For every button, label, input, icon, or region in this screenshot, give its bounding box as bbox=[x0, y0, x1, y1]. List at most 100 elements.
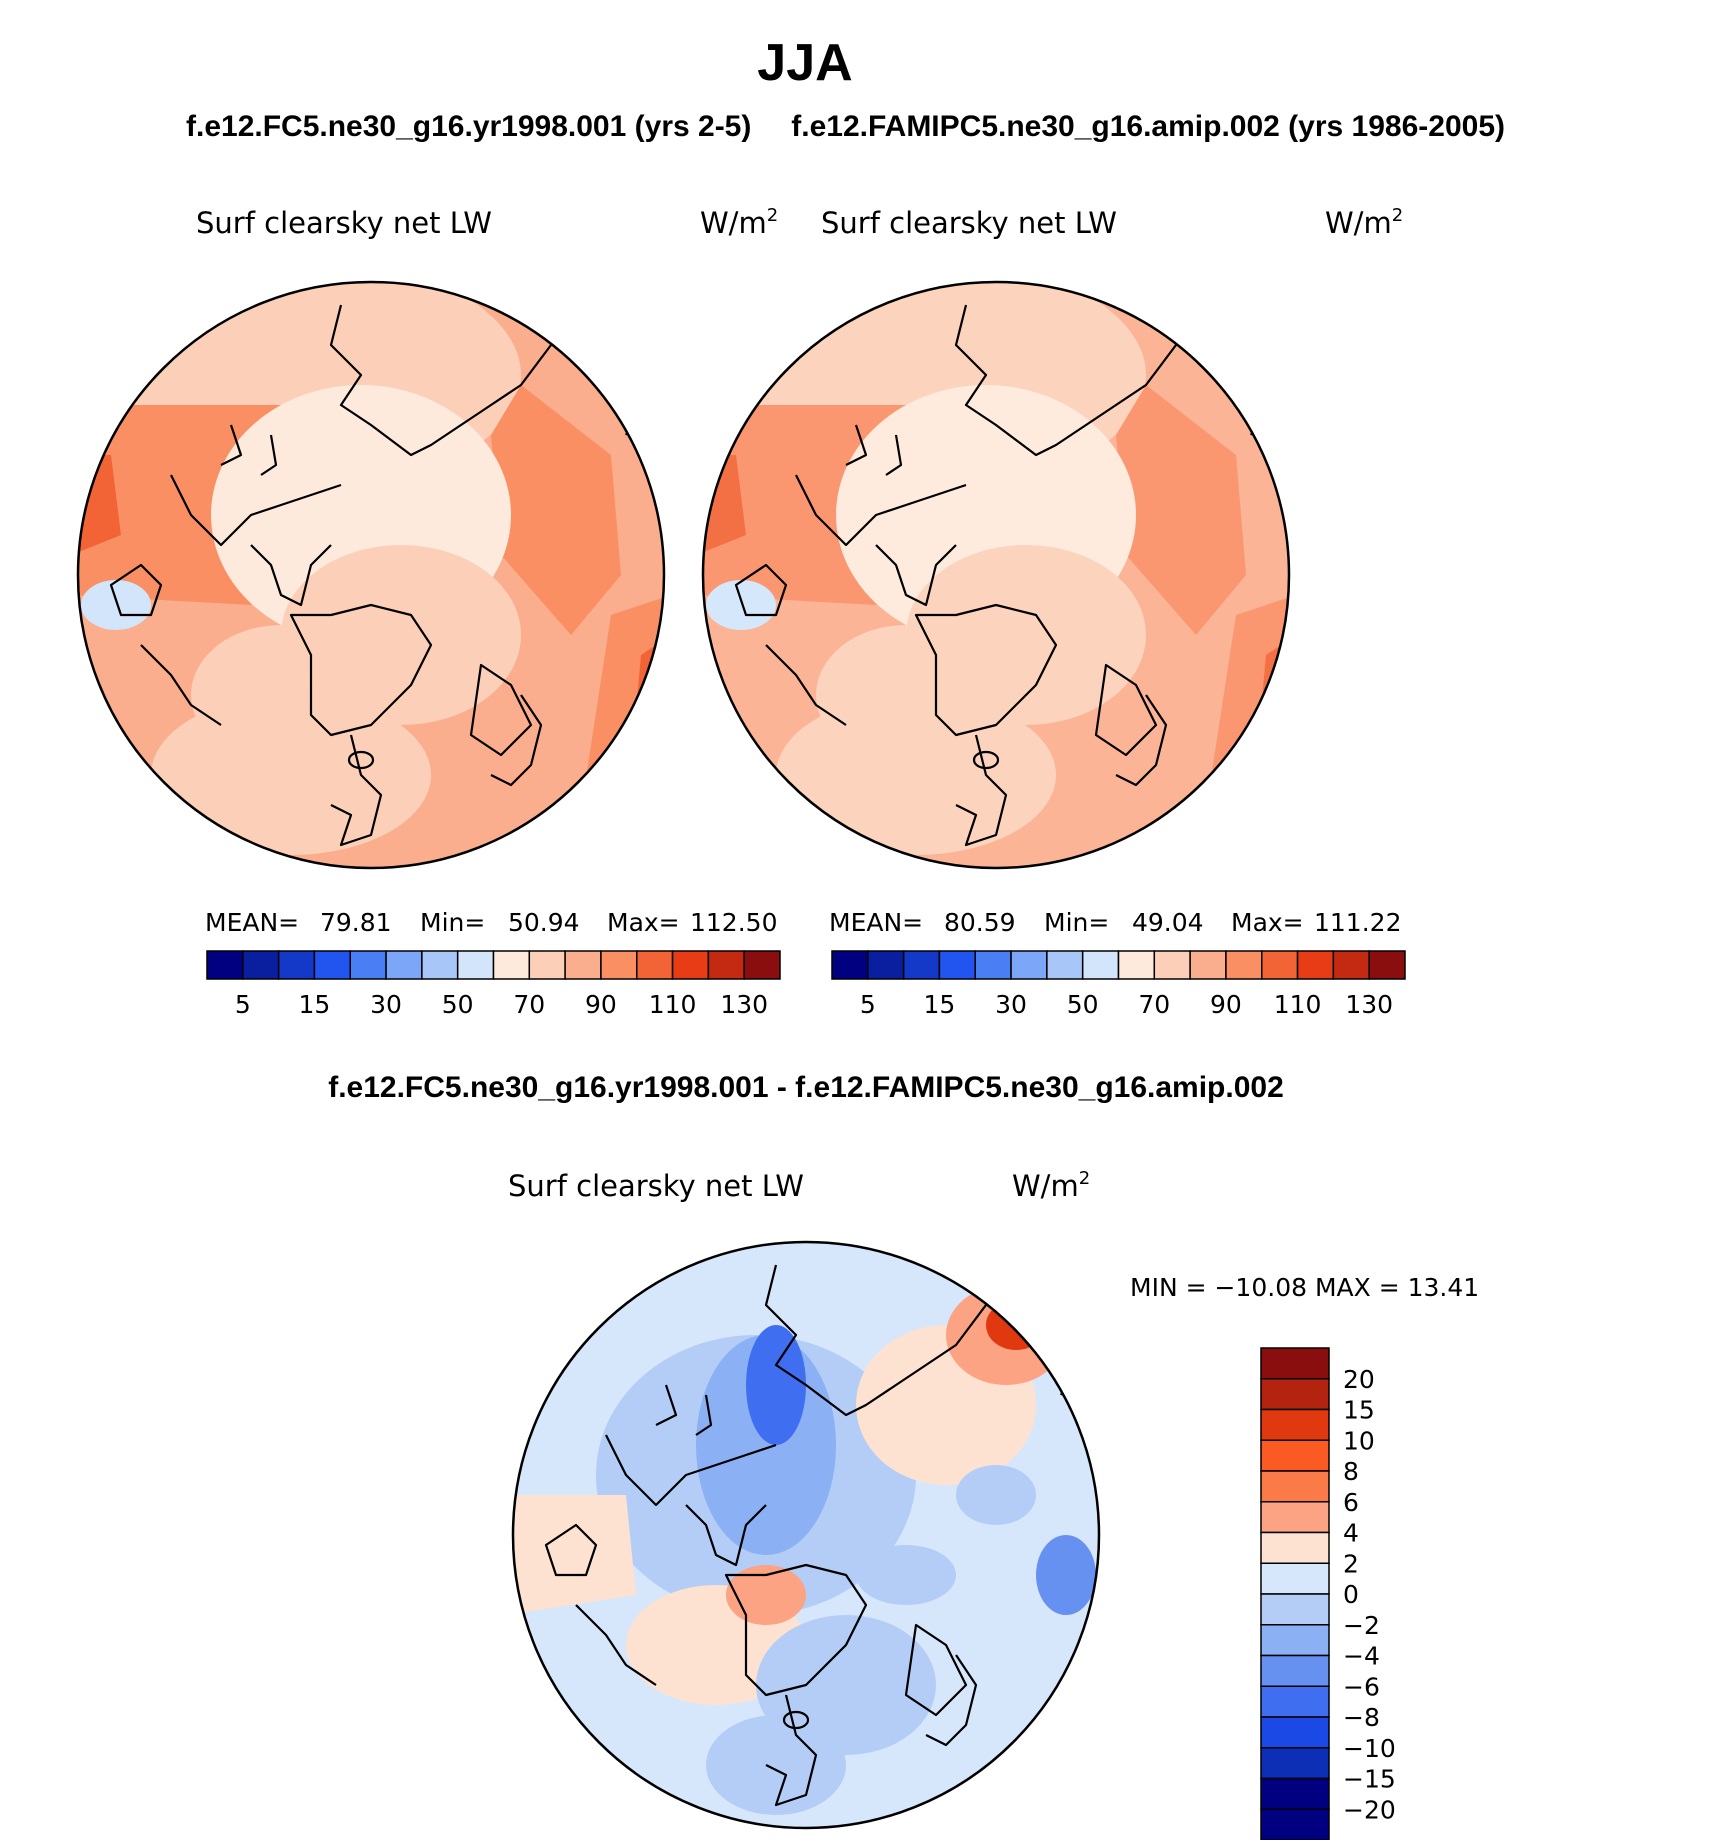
colorbar-diff-swatch bbox=[1260, 1685, 1330, 1718]
colorbar-left-swatch bbox=[743, 950, 781, 980]
colorbar-right-swatch bbox=[974, 950, 1012, 980]
colorbar-diff-swatch bbox=[1260, 1470, 1330, 1503]
colorbar-left-tick-label: 50 bbox=[442, 990, 474, 1019]
variable-label-right: Surf clearsky net LW bbox=[821, 206, 1117, 240]
colorbar-diff-swatch bbox=[1260, 1593, 1330, 1626]
colorbar-right-tick-label: 110 bbox=[1274, 990, 1322, 1019]
mean-label-right: MEAN= bbox=[829, 908, 923, 937]
colorbar-left: 5 15 30 50 70 90 110 130 bbox=[206, 950, 781, 1019]
colorbar-diff-swatch bbox=[1260, 1624, 1330, 1657]
colorbar-left-swatch bbox=[528, 950, 566, 980]
colorbar-diff-swatch bbox=[1260, 1347, 1330, 1380]
mean-label-left: MEAN= bbox=[205, 908, 299, 937]
colorbar-diff-tick-label: −2 bbox=[1343, 1611, 1380, 1640]
min-label-left: Min= bbox=[420, 908, 485, 937]
colorbar-right-tick-label: 30 bbox=[995, 990, 1027, 1019]
colorbar-diff-tick-label: 10 bbox=[1343, 1426, 1375, 1455]
colorbar-right-swatch bbox=[1225, 950, 1263, 980]
colorbar-right-swatch bbox=[867, 950, 905, 980]
colorbar-diff-swatch bbox=[1260, 1777, 1330, 1810]
units-label-right: W/m2 bbox=[1325, 205, 1403, 240]
colorbar-right-tick-label: 5 bbox=[860, 990, 876, 1019]
colorbar-diff-swatch bbox=[1260, 1654, 1330, 1687]
colorbar-diff-tick-label: 20 bbox=[1343, 1365, 1375, 1394]
units-label-left: W/m2 bbox=[700, 205, 778, 240]
difference-title: f.e12.FC5.ne30_g16.yr1998.001 - f.e12.FA… bbox=[328, 1071, 1284, 1104]
colorbar-right-swatch bbox=[1332, 950, 1370, 980]
colorbar-left-tick-label: 90 bbox=[585, 990, 617, 1019]
colorbar-left-swatch bbox=[421, 950, 459, 980]
colorbar-right-tick-label: 15 bbox=[924, 990, 956, 1019]
mean-value-left: 79.81 bbox=[320, 908, 392, 937]
colorbar-right-tick-label: 90 bbox=[1210, 990, 1242, 1019]
colorbar-left-tick-label: 15 bbox=[299, 990, 331, 1019]
colorbar-diff-swatch bbox=[1260, 1808, 1330, 1840]
colorbar-diff-tick-label: 0 bbox=[1343, 1580, 1359, 1609]
colorbar-left-swatch bbox=[206, 950, 244, 980]
colorbar-right-swatch bbox=[1261, 950, 1299, 980]
colorbar-right-swatch bbox=[1046, 950, 1084, 980]
colorbar-right-tick-label: 70 bbox=[1138, 990, 1170, 1019]
colorbar-left-swatch bbox=[564, 950, 602, 980]
min-label-right: Min= bbox=[1044, 908, 1109, 937]
colorbar-diff-tick-label: −8 bbox=[1343, 1703, 1380, 1732]
colorbar-diff-swatch bbox=[1260, 1439, 1330, 1472]
colorbar-diff-tick-label: −4 bbox=[1343, 1642, 1380, 1671]
colorbar-right-swatch bbox=[1296, 950, 1335, 980]
stats-right: MEAN= 80.59 Min= 49.04 Max= 111.22 bbox=[829, 908, 1401, 937]
colorbar-left-swatch bbox=[492, 950, 531, 980]
colorbar-left-tick-label: 70 bbox=[513, 990, 545, 1019]
colorbar-diff-tick-label: 15 bbox=[1343, 1396, 1375, 1425]
colorbar-diff-swatch bbox=[1260, 1562, 1330, 1595]
colorbar-diff-swatch bbox=[1260, 1747, 1330, 1780]
max-label-right: Max= bbox=[1231, 908, 1304, 937]
colorbar-right: 5 15 30 50 70 90 110 130 bbox=[831, 950, 1406, 1019]
max-value-right: 111.22 bbox=[1314, 908, 1401, 937]
max-value-left: 112.50 bbox=[690, 908, 777, 937]
colorbar-left-swatch bbox=[242, 950, 280, 980]
colorbar-left-tick-label: 30 bbox=[370, 990, 402, 1019]
max-label-left: Max= bbox=[607, 908, 680, 937]
colorbar-left-swatch bbox=[636, 950, 674, 980]
colorbar-right-tick-label: 130 bbox=[1345, 990, 1393, 1019]
colorbar-right-swatch bbox=[1368, 950, 1406, 980]
colorbar-left-swatch bbox=[277, 950, 316, 980]
colorbar-left-swatch bbox=[456, 950, 495, 980]
map-border-left bbox=[76, 280, 666, 870]
stats-left: MEAN= 79.81 Min= 50.94 Max= 112.50 bbox=[205, 908, 777, 937]
colorbar-diff-tick-label: −15 bbox=[1343, 1765, 1396, 1794]
min-value-left: 50.94 bbox=[508, 908, 580, 937]
colorbar-left-swatch bbox=[707, 950, 745, 980]
subtitle-right: f.e12.FAMIPC5.ne30_g16.amip.002 (yrs 198… bbox=[791, 110, 1505, 143]
variable-label-left: Surf clearsky net LW bbox=[196, 206, 492, 240]
min-value-right: 49.04 bbox=[1132, 908, 1204, 937]
map-border-diff bbox=[511, 1240, 1101, 1830]
colorbar-right-swatch bbox=[1117, 950, 1156, 980]
colorbar-right-swatch bbox=[938, 950, 976, 980]
colorbar-left-tick-label: 130 bbox=[720, 990, 768, 1019]
colorbar-diff-tick-label: −10 bbox=[1343, 1734, 1396, 1763]
colorbar-right-swatch bbox=[831, 950, 869, 980]
units-label-diff: W/m2 bbox=[1012, 1168, 1090, 1203]
panel-difference: Surf clearsky net LW W/m2 MIN = −10.08 M… bbox=[508, 1168, 1479, 1840]
colorbar-diff-tick-label: 2 bbox=[1343, 1549, 1359, 1578]
colorbar-left-swatch bbox=[313, 950, 351, 980]
figure-title: JJA bbox=[757, 34, 852, 92]
colorbar-right-tick-label: 50 bbox=[1067, 990, 1099, 1019]
colorbar-diff-tick-label: 4 bbox=[1343, 1519, 1359, 1548]
colorbar-right-swatch bbox=[1189, 950, 1227, 980]
colorbar-diff-swatch bbox=[1260, 1716, 1330, 1749]
colorbar-left-swatch bbox=[385, 950, 423, 980]
colorbar-left-swatch bbox=[349, 950, 387, 980]
colorbar-diff-tick-label: 8 bbox=[1343, 1457, 1359, 1486]
colorbar-diff-tick-label: −6 bbox=[1343, 1672, 1380, 1701]
subtitle-left: f.e12.FC5.ne30_g16.yr1998.001 (yrs 2-5) bbox=[186, 110, 751, 143]
colorbar-diff-tick-label: −20 bbox=[1343, 1795, 1396, 1824]
mean-value-right: 80.59 bbox=[944, 908, 1016, 937]
colorbar-diff-tick-label: 6 bbox=[1343, 1488, 1359, 1517]
colorbar-left-tick-label: 110 bbox=[649, 990, 697, 1019]
colorbar-diff-swatch bbox=[1260, 1378, 1330, 1411]
panel-right: Surf clearsky net LW W/m2 MEAN= 80.59 Mi… bbox=[701, 205, 1406, 1019]
